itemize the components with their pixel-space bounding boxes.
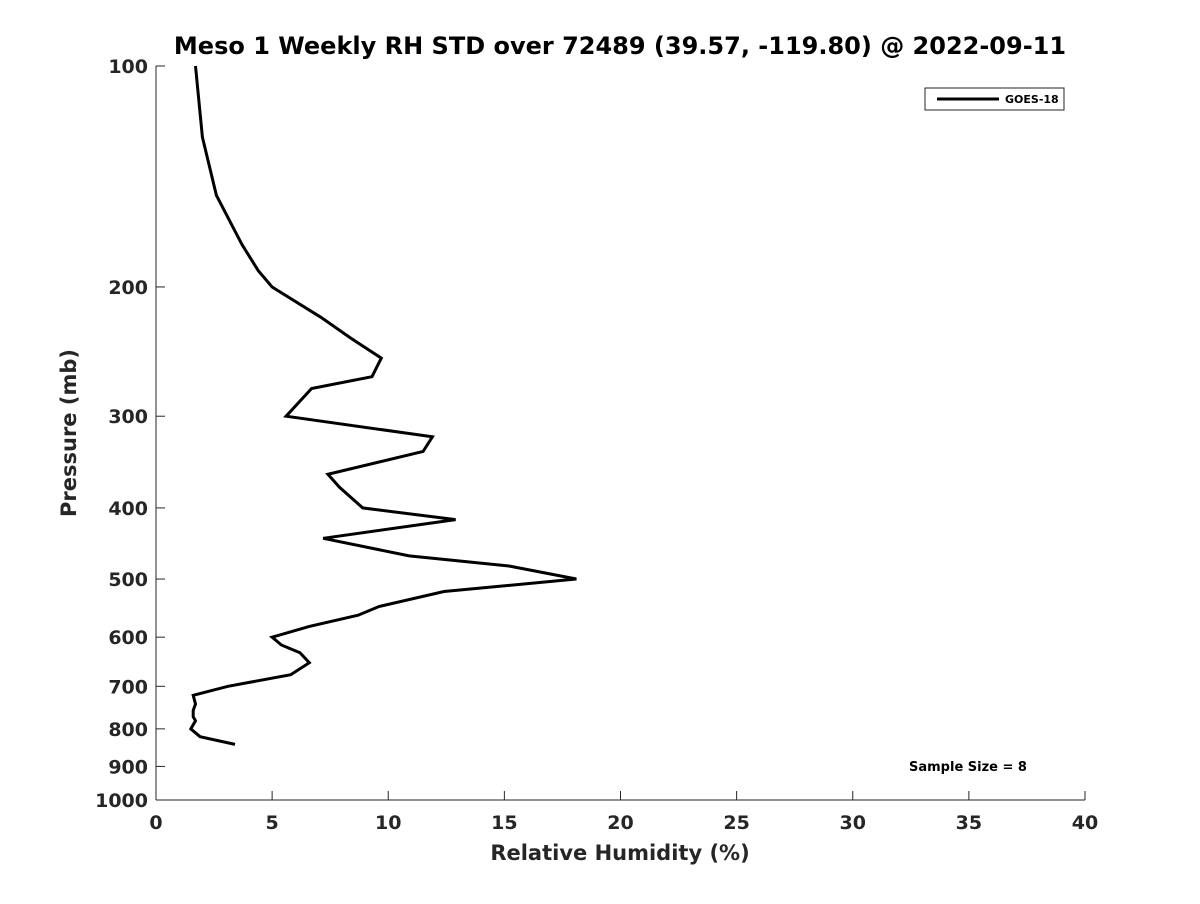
y-tick-label: 500 xyxy=(108,569,148,591)
y-tick-label: 800 xyxy=(108,719,148,741)
y-tick-label: 600 xyxy=(108,627,148,649)
y-tick-label: 300 xyxy=(108,406,148,428)
y-tick-label: 400 xyxy=(108,498,148,520)
sample-size-annotation: Sample Size = 8 xyxy=(909,760,1027,775)
x-tick-label: 20 xyxy=(607,812,633,834)
x-tick-label: 5 xyxy=(266,812,279,834)
axes: 0 5 10 15 20 25 30 35 40 100 200 300 400 500 600 700 800… xyxy=(95,56,1098,834)
x-tick-label: 10 xyxy=(375,812,401,834)
y-tick-label: 1000 xyxy=(95,790,148,812)
x-tick-label: 30 xyxy=(840,812,866,834)
y-tick-label: 100 xyxy=(108,56,148,78)
x-tick-label: 25 xyxy=(723,812,749,834)
y-tick-label: 200 xyxy=(108,277,148,299)
x-axis-label: Relative Humidity (%) xyxy=(490,841,749,865)
y-tick-label: 900 xyxy=(108,756,148,778)
x-tick-label: 0 xyxy=(149,812,162,834)
legend-entry-label: GOES-18 xyxy=(1005,93,1059,106)
x-tick-label: 40 xyxy=(1072,812,1098,834)
series-layer xyxy=(188,65,577,746)
series-line-goes-18 xyxy=(188,65,577,746)
chart-title: Meso 1 Weekly RH STD over 72489 (39.57, … xyxy=(174,32,1066,60)
legend: GOES-18 xyxy=(924,87,1065,111)
y-axis-label: Pressure (mb) xyxy=(57,349,81,517)
x-tick-label: 15 xyxy=(491,812,517,834)
y-tick-label: 700 xyxy=(108,676,148,698)
x-tick-label: 35 xyxy=(956,812,982,834)
